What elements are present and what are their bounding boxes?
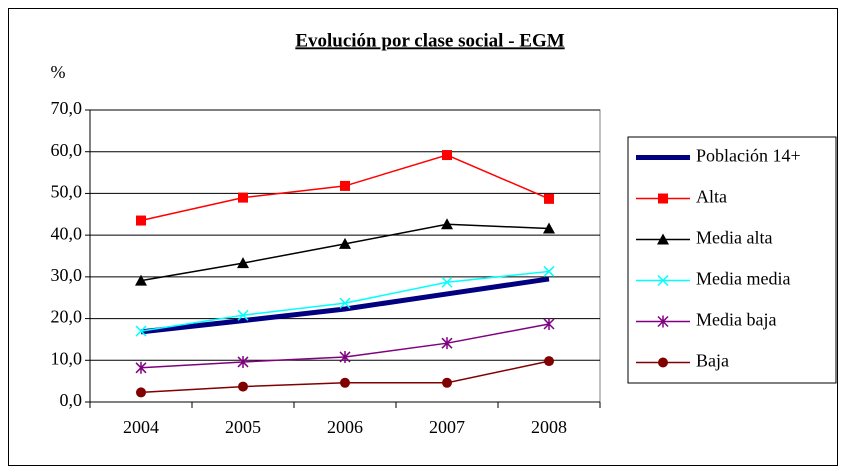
y-axis-label: % — [51, 62, 66, 82]
point — [339, 237, 351, 249]
point — [339, 350, 351, 363]
legend-marker — [657, 274, 669, 287]
point — [237, 355, 249, 368]
series-line — [140, 276, 550, 335]
point — [544, 193, 554, 204]
x-tick-label: 2005 — [225, 417, 261, 437]
legend-marker — [657, 315, 669, 328]
point — [135, 325, 147, 337]
point — [544, 356, 554, 367]
point — [543, 265, 555, 277]
point — [442, 377, 452, 388]
legend-box — [627, 136, 837, 384]
chart-title: Evolución por clase social - EGM — [295, 30, 564, 51]
point — [441, 337, 453, 350]
y-tick-label: 10,0 — [51, 348, 83, 368]
point — [136, 387, 146, 398]
x-tick-label: 2007 — [429, 417, 465, 437]
point — [339, 297, 351, 309]
point — [135, 274, 147, 286]
y-tick-label: 70,0 — [51, 98, 83, 118]
point — [543, 317, 555, 330]
legend-marker — [658, 357, 668, 368]
legend-marker — [658, 193, 668, 204]
point — [442, 150, 452, 161]
point — [441, 218, 453, 230]
legend-label: Baja — [696, 351, 729, 371]
point — [543, 222, 555, 234]
legend-label: Alta — [696, 187, 727, 207]
legend-label: Media media — [696, 269, 790, 289]
x-tick-label: 2006 — [327, 417, 363, 437]
x-tick-label: 2008 — [531, 417, 567, 437]
point — [340, 180, 350, 191]
legend-marker — [657, 233, 669, 245]
y-tick-label: 0,0 — [60, 390, 83, 410]
legend-label: Población 14+ — [696, 146, 801, 166]
legend-label: Media baja — [696, 310, 776, 330]
point — [340, 377, 350, 388]
point — [238, 381, 248, 392]
y-tick-label: 60,0 — [51, 140, 83, 160]
point — [135, 361, 147, 374]
y-tick-label: 50,0 — [51, 182, 83, 202]
point — [441, 276, 453, 288]
point — [237, 309, 249, 321]
point — [238, 192, 248, 203]
point — [136, 215, 146, 226]
point — [237, 257, 249, 269]
x-tick-label: 2004 — [123, 417, 159, 437]
y-tick-label: 20,0 — [51, 307, 83, 327]
y-tick-label: 30,0 — [51, 265, 83, 285]
y-tick-label: 40,0 — [51, 223, 83, 243]
legend-label: Media alta — [696, 228, 772, 248]
